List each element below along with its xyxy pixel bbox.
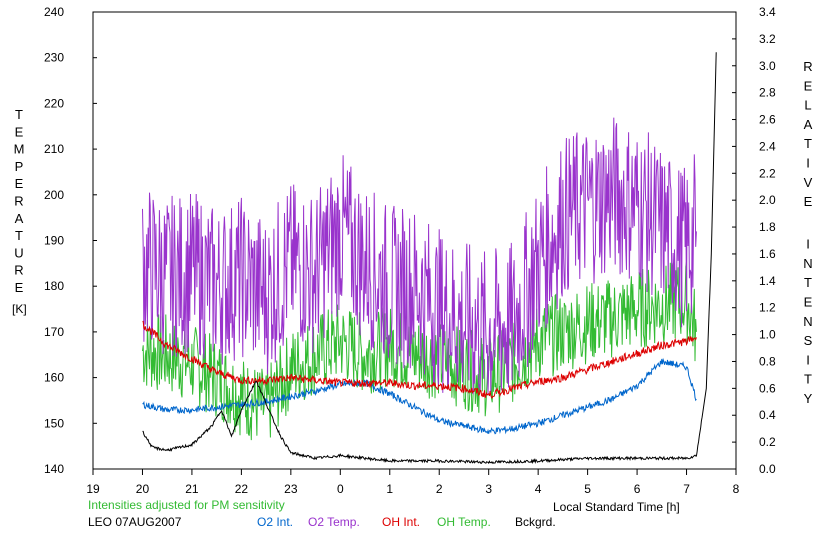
axis-label-letter: E (804, 194, 813, 209)
left-axis: 240 230 220 210 200 190 180 170 160 150 140 (44, 5, 97, 476)
right-tick-label: 1.6 (759, 247, 776, 261)
axis-label-letter: S (804, 333, 813, 348)
right-tick-label: 2.6 (759, 113, 776, 127)
right-tick-label: 1.8 (759, 220, 776, 234)
x-tick-label: 4 (535, 482, 542, 496)
axis-label-letter: E (15, 124, 24, 139)
axis-label-letter: L (804, 98, 811, 113)
left-tick-label: 200 (44, 188, 64, 202)
right-tick-label: 2.8 (759, 86, 776, 100)
legend-oh-temp: OH Temp. (437, 515, 491, 529)
axis-label-letter: E (804, 294, 813, 309)
axis-label-letter: E (804, 78, 813, 93)
x-tick-label: 2 (436, 482, 443, 496)
axis-label-letter: V (804, 175, 813, 190)
right-tick-label: 0.8 (759, 354, 776, 368)
x-axis: 19 20 21 22 23 0 1 2 3 4 5 6 7 8 (86, 469, 740, 496)
right-tick-label: 0.4 (759, 408, 776, 422)
x-tick-label: 3 (485, 482, 492, 496)
x-tick-label: 8 (733, 482, 740, 496)
right-tick-label: 2.0 (759, 193, 776, 207)
x-axis-label: Local Standard Time [h] (553, 500, 680, 514)
axis-label-letter: R (803, 59, 812, 74)
series-line-o2-int (142, 357, 697, 435)
axis-label-letter: P (15, 159, 24, 174)
x-tick-label: 22 (235, 482, 249, 496)
axis-label-letter: N (803, 314, 812, 329)
x-tick-label: 21 (185, 482, 199, 496)
axis-label-letter: Y (804, 391, 813, 406)
axis-label-letter: T (804, 136, 812, 151)
left-tick-label: 190 (44, 234, 64, 248)
x-tick-label: 0 (337, 482, 344, 496)
axis-label-letter: N (803, 256, 812, 271)
axis-label-letter: R (14, 263, 23, 278)
axis-label-letter: R (14, 194, 23, 209)
left-tick-label: 150 (44, 416, 64, 430)
series-group (142, 52, 717, 465)
axis-label-letter: A (15, 211, 24, 226)
axis-label-letter: I (806, 156, 810, 171)
left-axis-unit: [K] (12, 302, 27, 316)
left-tick-label: 220 (44, 96, 64, 110)
left-tick-label: 240 (44, 5, 64, 19)
chart-note: Intensities adjusted for PM sensitivity (88, 498, 285, 512)
axis-label-letter: I (806, 352, 810, 367)
legend-o2-int: O2 Int. (257, 515, 293, 529)
right-tick-label: 0.2 (759, 435, 776, 449)
right-tick-label: 1.4 (759, 274, 776, 288)
legend-oh-int: OH Int. (382, 515, 420, 529)
right-tick-label: 0.6 (759, 381, 776, 395)
axis-label-letter: T (804, 275, 812, 290)
left-tick-label: 160 (44, 371, 64, 385)
right-tick-label: 1.0 (759, 328, 776, 342)
right-tick-label: 3.4 (759, 5, 776, 19)
x-tick-label: 1 (386, 482, 393, 496)
station-label: LEO 07AUG2007 (88, 515, 182, 529)
left-tick-label: 170 (44, 325, 64, 339)
axis-label-letter: A (804, 117, 813, 132)
left-tick-label: 180 (44, 279, 64, 293)
axis-label-letter: E (15, 280, 24, 295)
right-axis: 3.4 3.2 3.0 2.8 2.6 2.4 2.2 2.0 1.8 1.6 1.4 1.2 1.0 0… (732, 5, 776, 476)
left-tick-label: 210 (44, 142, 64, 156)
left-tick-label: 140 (44, 462, 64, 476)
legend-o2-temp: O2 Temp. (308, 515, 360, 529)
left-tick-label: 230 (44, 51, 64, 65)
x-tick-label: 23 (284, 482, 298, 496)
series-line-o2-temp (142, 117, 697, 395)
right-tick-label: 2.4 (759, 139, 776, 153)
axis-label-letter: E (15, 176, 24, 191)
right-tick-label: 3.2 (759, 32, 776, 46)
right-tick-label: 1.2 (759, 301, 776, 315)
axis-label-letter: T (804, 372, 812, 387)
series-line-oh-int (142, 320, 697, 399)
x-tick-label: 5 (584, 482, 591, 496)
series-line-bckgrd (142, 52, 717, 465)
right-tick-label: 2.2 (759, 166, 776, 180)
axis-label-letter: U (14, 245, 23, 260)
x-tick-label: 19 (86, 482, 100, 496)
right-tick-label: 3.0 (759, 59, 776, 73)
right-tick-label: 0.0 (759, 462, 776, 476)
axis-label-letter: M (14, 142, 25, 157)
axis-label-letter: I (806, 237, 810, 252)
axis-label-letter: T (15, 228, 23, 243)
x-tick-label: 20 (136, 482, 150, 496)
x-tick-label: 7 (683, 482, 690, 496)
axis-label-letter: T (15, 107, 23, 122)
legend-bckgrd: Bckgrd. (515, 515, 556, 529)
x-tick-label: 6 (634, 482, 641, 496)
